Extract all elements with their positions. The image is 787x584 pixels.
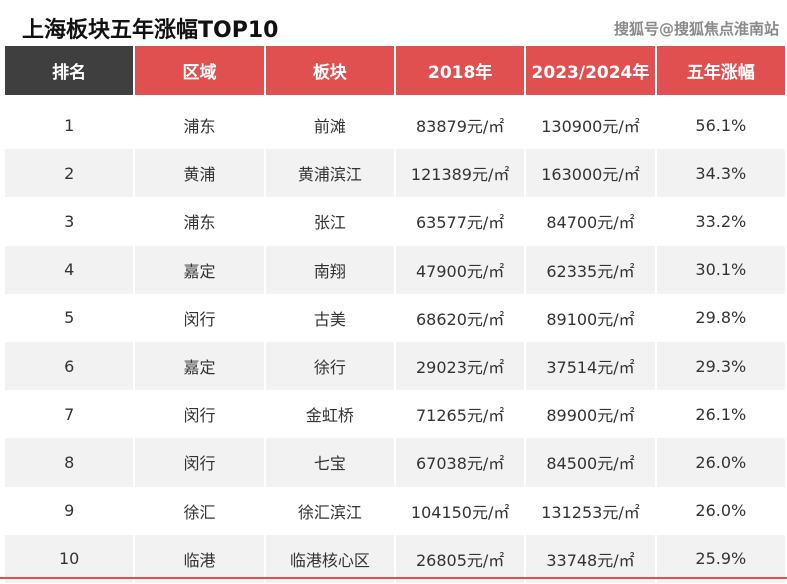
table-cell: 7 — [64, 404, 75, 424]
table-cell: 68620元/㎡ — [416, 309, 505, 329]
table-body: 1 浦东 前滩 83879元/㎡ 130900元/㎡ 56.1% 2 黄浦 黄浦滨江 121389… — [5, 95, 785, 583]
table-cell: 30.1% — [656, 245, 785, 294]
column-header: 板块 — [265, 46, 394, 95]
table-cell: 163000元/㎡ — [526, 149, 655, 198]
table-cell: 3 — [64, 211, 75, 231]
table-row: 6 嘉定 徐行 29023元/㎡ 37514元/㎡ 29.3% — [5, 341, 785, 391]
table-cell: 4 — [5, 245, 134, 294]
table-cell: 临港 — [135, 534, 264, 583]
table-cell: 5 — [64, 308, 75, 328]
table-cell: 张江 — [313, 213, 346, 233]
table-cell: 37514元/㎡ — [526, 341, 655, 391]
table-cell: 徐行 — [265, 341, 394, 391]
table-cell: 84700元/㎡ — [546, 213, 635, 233]
table-cell: 26805元/㎡ — [395, 534, 525, 583]
table-row: 4 嘉定 南翔 47900元/㎡ 62335元/㎡ 30.1% — [5, 245, 785, 294]
table-cell: 8 — [5, 438, 134, 487]
table-cell: 26.0% — [656, 438, 785, 487]
table-cell: 前滩 — [313, 117, 346, 137]
table-cell: 南翔 — [265, 245, 394, 294]
column-header: 排名 — [5, 46, 134, 95]
table-cell: 浦东 — [183, 117, 216, 137]
column-header: 2023/2024年 — [526, 46, 655, 95]
table-cell: 83879元/㎡ — [416, 117, 505, 137]
table-cell: 10 — [5, 534, 134, 583]
table-cell: 黄浦滨江 — [265, 149, 394, 198]
table-row: 2 黄浦 黄浦滨江 121389元/㎡ 163000元/㎡ 34.3% — [5, 149, 785, 198]
table-cell: 金虹桥 — [305, 406, 354, 426]
table-row: 7 闵行 金虹桥 71265元/㎡ 89900元/㎡ 26.1% — [5, 390, 785, 438]
page-title: 上海板块五年涨幅TOP10 — [22, 18, 279, 43]
table-cell: 89100元/㎡ — [546, 309, 635, 329]
table-row: 5 闵行 古美 68620元/㎡ 89100元/㎡ 29.8% — [5, 294, 785, 342]
table-cell: 67038元/㎡ — [395, 438, 525, 487]
table-cell: 6 — [5, 341, 134, 391]
table-cell: 29.8% — [695, 308, 747, 328]
table-cell: 嘉定 — [135, 341, 264, 391]
ranking-table: 排名 区域 板块 2018年 2023/2024年 五年涨幅 1 浦东 前滩 83879元/㎡ 1… — [3, 46, 787, 583]
table-cell: 89900元/㎡ — [546, 406, 635, 426]
table-cell: 闵行 — [183, 406, 216, 426]
table-cell: 131253元/㎡ — [541, 502, 640, 522]
table-cell: 47900元/㎡ — [395, 245, 525, 294]
table-cell: 临港核心区 — [265, 534, 394, 583]
column-header: 2018年 — [395, 46, 525, 95]
table-cell: 闵行 — [135, 438, 264, 487]
table-cell: 徐汇 — [183, 502, 216, 522]
bottom-divider — [0, 577, 787, 579]
table-cell: 33.2% — [695, 211, 747, 231]
table-cell: 56.1% — [695, 115, 747, 135]
table-cell: 徐汇滨江 — [297, 502, 362, 522]
table-cell: 26.0% — [695, 501, 747, 521]
table-cell: 29.3% — [656, 341, 785, 391]
watermark: 搜狐号@搜狐焦点淮南站 — [613, 20, 779, 38]
table-row: 1 浦东 前滩 83879元/㎡ 130900元/㎡ 56.1% — [5, 95, 785, 149]
table-cell: 黄浦 — [135, 149, 264, 198]
column-header: 五年涨幅 — [656, 46, 785, 95]
table-cell: 2 — [5, 149, 134, 198]
table-cell: 1 — [64, 115, 75, 135]
table-cell: 121389元/㎡ — [395, 149, 525, 198]
table-cell: 七宝 — [265, 438, 394, 487]
table-cell: 闵行 — [183, 309, 216, 329]
table-cell: 嘉定 — [135, 245, 264, 294]
table-cell: 9 — [64, 501, 75, 521]
table-cell: 古美 — [313, 309, 346, 329]
table-header: 排名 区域 板块 2018年 2023/2024年 五年涨幅 — [5, 46, 785, 95]
table-cell: 130900元/㎡ — [541, 117, 640, 137]
table-cell: 104150元/㎡ — [410, 502, 510, 522]
table-cell: 84500元/㎡ — [526, 438, 655, 487]
table-cell: 25.9% — [656, 534, 785, 583]
table-row: 3 浦东 张江 63577元/㎡ 84700元/㎡ 33.2% — [5, 197, 785, 245]
table-cell: 62335元/㎡ — [526, 245, 655, 294]
table-row: 8 闵行 七宝 67038元/㎡ 84500元/㎡ 26.0% — [5, 438, 785, 487]
table-cell: 浦东 — [183, 213, 216, 233]
table-cell: 29023元/㎡ — [395, 341, 525, 391]
column-header: 区域 — [135, 46, 264, 95]
table-row: 10 临港 临港核心区 26805元/㎡ 33748元/㎡ 25.9% — [5, 534, 785, 583]
table-cell: 71265元/㎡ — [416, 406, 505, 426]
table-row: 9 徐汇 徐汇滨江 104150元/㎡ 131253元/㎡ 26.0% — [5, 487, 785, 535]
table-cell: 26.1% — [695, 404, 747, 424]
table-cell: 63577元/㎡ — [416, 213, 505, 233]
table-cell: 33748元/㎡ — [526, 534, 655, 583]
table-cell: 34.3% — [656, 149, 785, 198]
